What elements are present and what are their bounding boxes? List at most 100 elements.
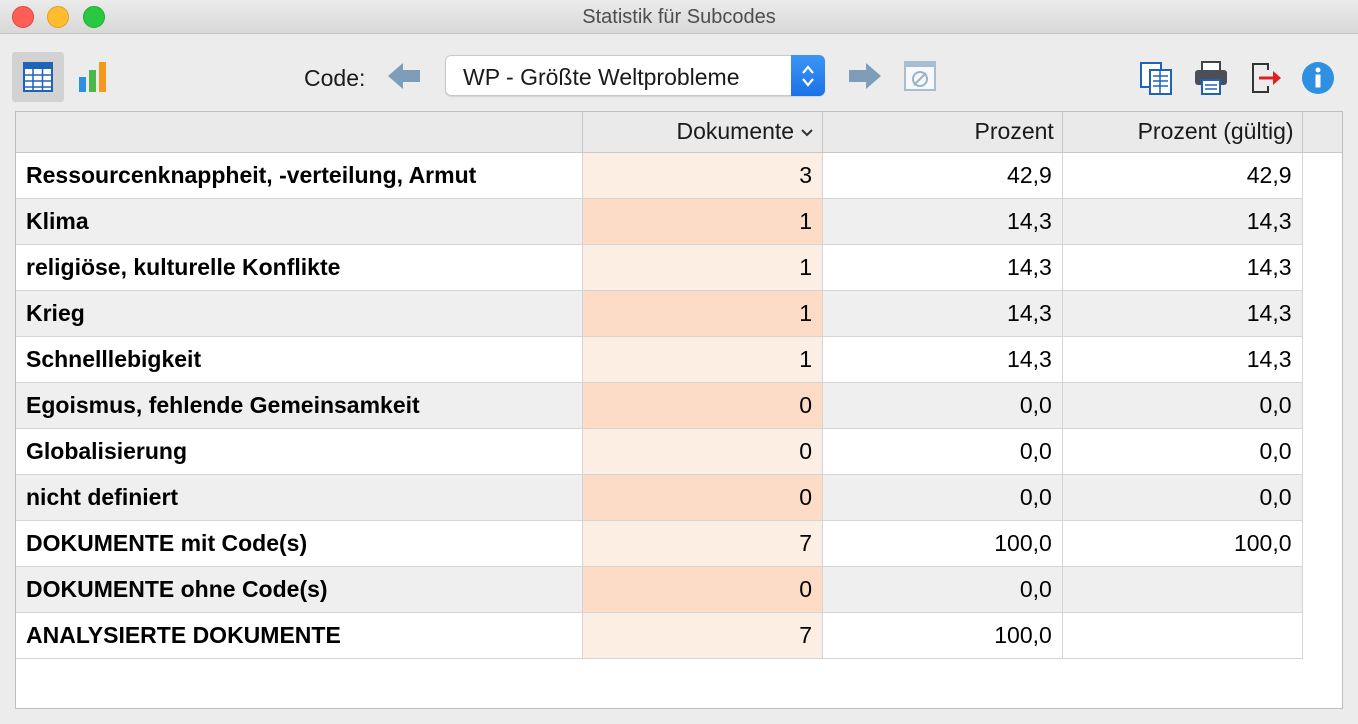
info-button[interactable] bbox=[1298, 56, 1338, 100]
row-filler-cell bbox=[1302, 428, 1342, 474]
row-filler-cell bbox=[1302, 336, 1342, 382]
chevron-updown-icon bbox=[802, 64, 814, 87]
row-percent-valid-cell: 14,3 bbox=[1062, 290, 1303, 337]
row-filler-cell bbox=[1302, 290, 1342, 336]
table-row[interactable]: ANALYSIERTE DOKUMENTE 7 100,0 bbox=[16, 612, 1342, 659]
row-percent-cell: 100,0 bbox=[822, 612, 1063, 659]
arrow-right-icon bbox=[849, 63, 881, 89]
row-percent-valid-cell: 0,0 bbox=[1062, 382, 1303, 429]
code-label: Code: bbox=[304, 65, 366, 91]
close-window-button[interactable] bbox=[12, 6, 34, 28]
row-documents-cell: 0 bbox=[582, 474, 824, 521]
row-percent-valid-cell: 14,3 bbox=[1062, 336, 1303, 383]
toolbar: Code: WP - Größte Weltprobleme bbox=[0, 34, 1358, 110]
row-filler-cell bbox=[1302, 152, 1342, 198]
row-percent-valid-cell: 14,3 bbox=[1062, 244, 1303, 291]
row-name-cell: ANALYSIERTE DOKUMENTE bbox=[16, 612, 584, 659]
select-stepper[interactable] bbox=[791, 55, 825, 96]
clear-filter-icon bbox=[904, 61, 936, 91]
print-icon bbox=[1195, 61, 1227, 95]
table-row[interactable]: Globalisierung 0 0,0 0,0 bbox=[16, 428, 1342, 475]
row-percent-cell: 0,0 bbox=[822, 382, 1063, 429]
column-header-documents[interactable]: Dokumente bbox=[582, 112, 824, 153]
table-grid-icon bbox=[23, 62, 53, 92]
copy-button[interactable] bbox=[1134, 56, 1178, 100]
sort-descending-icon bbox=[801, 129, 813, 137]
table-row[interactable]: Egoismus, fehlende Gemeinsamkeit 0 0,0 0,0 bbox=[16, 382, 1342, 429]
row-percent-cell: 14,3 bbox=[822, 198, 1063, 245]
row-percent-cell: 0,0 bbox=[822, 566, 1063, 613]
row-percent-cell: 0,0 bbox=[822, 428, 1063, 475]
print-button[interactable] bbox=[1189, 56, 1233, 100]
row-documents-cell: 7 bbox=[582, 612, 824, 659]
row-percent-valid-cell: 42,9 bbox=[1062, 152, 1303, 199]
code-select-value: WP - Größte Weltprobleme bbox=[463, 64, 740, 90]
zoom-window-button[interactable] bbox=[83, 6, 105, 28]
row-name-cell: DOKUMENTE ohne Code(s) bbox=[16, 566, 584, 613]
row-name-cell: Ressourcenknappheit, -verteilung, Armut bbox=[16, 152, 584, 199]
export-icon bbox=[1252, 63, 1281, 93]
copy-icon bbox=[1140, 62, 1172, 95]
row-percent-cell: 14,3 bbox=[822, 244, 1063, 291]
export-button[interactable] bbox=[1244, 56, 1288, 100]
clear-filter-button[interactable] bbox=[900, 56, 940, 96]
column-header-percent[interactable]: Prozent bbox=[822, 112, 1063, 153]
row-filler-cell bbox=[1302, 244, 1342, 290]
table-row[interactable]: religiöse, kulturelle Konflikte 1 14,3 14,3 bbox=[16, 244, 1342, 291]
table-row[interactable]: Klima 1 14,3 14,3 bbox=[16, 198, 1342, 245]
row-percent-cell: 14,3 bbox=[822, 290, 1063, 337]
row-percent-valid-cell bbox=[1062, 566, 1303, 613]
row-percent-cell: 100,0 bbox=[822, 520, 1063, 567]
row-filler-cell bbox=[1302, 474, 1342, 520]
row-documents-cell: 7 bbox=[582, 520, 824, 567]
row-name-cell: DOKUMENTE mit Code(s) bbox=[16, 520, 584, 567]
column-header-name[interactable] bbox=[16, 112, 584, 153]
table-row[interactable]: Schnelllebigkeit 1 14,3 14,3 bbox=[16, 336, 1342, 383]
table-header-row: Dokumente Prozent Prozent (gültig) bbox=[16, 112, 1342, 153]
row-documents-cell: 1 bbox=[582, 198, 824, 245]
row-percent-valid-cell: 14,3 bbox=[1062, 198, 1303, 245]
row-name-cell: Klima bbox=[16, 198, 584, 245]
row-documents-cell: 1 bbox=[582, 336, 824, 383]
row-name-cell: Globalisierung bbox=[16, 428, 584, 475]
row-percent-valid-cell: 0,0 bbox=[1062, 474, 1303, 521]
row-documents-cell: 3 bbox=[582, 152, 824, 199]
arrow-left-icon bbox=[388, 63, 420, 89]
row-filler-cell bbox=[1302, 198, 1342, 244]
row-filler-cell bbox=[1302, 566, 1342, 612]
row-documents-cell: 0 bbox=[582, 566, 824, 613]
statistics-table-panel: Dokumente Prozent Prozent (gültig) Resso… bbox=[15, 111, 1343, 709]
row-name-cell: Egoismus, fehlende Gemeinsamkeit bbox=[16, 382, 584, 429]
table-row[interactable]: Ressourcenknappheit, -verteilung, Armut 3… bbox=[16, 152, 1342, 199]
row-name-cell: Krieg bbox=[16, 290, 584, 337]
window-title: Statistik für Subcodes bbox=[582, 6, 776, 28]
chart-view-button[interactable] bbox=[68, 52, 118, 102]
row-percent-cell: 42,9 bbox=[822, 152, 1063, 199]
minimize-window-button[interactable] bbox=[47, 6, 69, 28]
row-name-cell: Schnelllebigkeit bbox=[16, 336, 584, 383]
table-view-button[interactable] bbox=[12, 52, 64, 102]
row-name-cell: religiöse, kulturelle Konflikte bbox=[16, 244, 584, 291]
row-documents-cell: 0 bbox=[582, 382, 824, 429]
row-percent-valid-cell: 100,0 bbox=[1062, 520, 1303, 567]
row-percent-cell: 0,0 bbox=[822, 474, 1063, 521]
table-row[interactable]: DOKUMENTE mit Code(s) 7 100,0 100,0 bbox=[16, 520, 1342, 567]
previous-code-button[interactable] bbox=[382, 58, 426, 94]
table-row[interactable]: nicht definiert 0 0,0 0,0 bbox=[16, 474, 1342, 521]
row-percent-valid-cell bbox=[1062, 612, 1303, 659]
column-header-filler bbox=[1302, 112, 1342, 153]
bar-chart-icon bbox=[79, 62, 106, 92]
info-icon bbox=[1302, 62, 1334, 94]
next-code-button[interactable] bbox=[843, 58, 887, 94]
row-documents-cell: 0 bbox=[582, 428, 824, 475]
table-row[interactable]: DOKUMENTE ohne Code(s) 0 0,0 bbox=[16, 566, 1342, 613]
row-filler-cell bbox=[1302, 612, 1342, 658]
column-header-percent-valid[interactable]: Prozent (gültig) bbox=[1062, 112, 1303, 153]
row-filler-cell bbox=[1302, 382, 1342, 428]
row-name-cell: nicht definiert bbox=[16, 474, 584, 521]
row-filler-cell bbox=[1302, 520, 1342, 566]
code-select[interactable]: WP - Größte Weltprobleme bbox=[445, 55, 825, 96]
title-bar: Statistik für Subcodes bbox=[0, 0, 1358, 34]
table-row[interactable]: Krieg 1 14,3 14,3 bbox=[16, 290, 1342, 337]
row-documents-cell: 1 bbox=[582, 244, 824, 291]
